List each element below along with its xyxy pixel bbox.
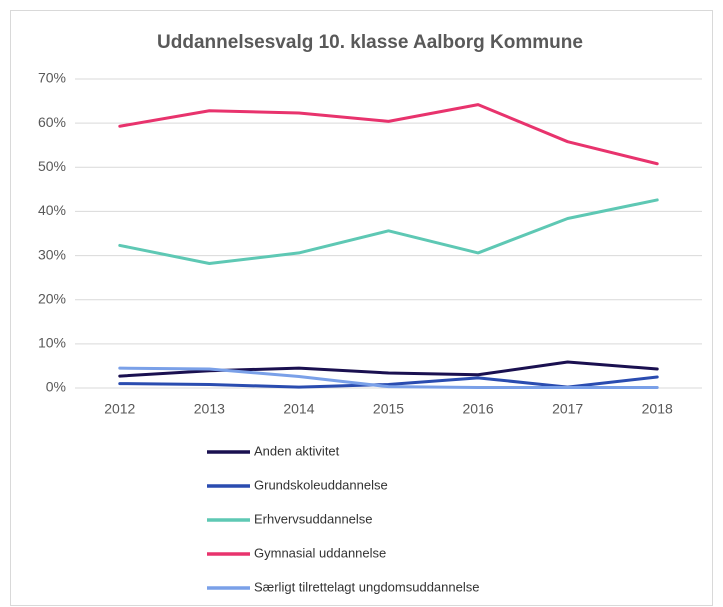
y-tick-label: 30% — [38, 246, 66, 262]
y-tick-label: 40% — [38, 202, 66, 218]
x-tick-label: 2017 — [552, 401, 583, 417]
y-tick-label: 60% — [38, 114, 66, 130]
legend-label: Gymnasial uddannelse — [254, 545, 386, 560]
chart-title: Uddannelsesvalg 10. klasse Aalborg Kommu… — [157, 32, 583, 53]
x-tick-label: 2012 — [104, 401, 135, 417]
series-line — [118, 360, 659, 378]
legend-label: Erhvervsuddannelse — [254, 511, 373, 526]
y-tick-label: 10% — [38, 335, 66, 351]
x-tick-label: 2015 — [373, 401, 404, 417]
y-tick-label: 0% — [46, 379, 66, 395]
x-tick-label: 2014 — [283, 401, 314, 417]
y-tick-label: 70% — [38, 70, 66, 86]
legend-label: Særligt tilrettelagt ungdomsuddannelse — [254, 579, 479, 594]
legend-label: Grundskoleuddannelse — [254, 477, 388, 492]
series-line — [118, 198, 659, 266]
legend-label: Anden aktivitet — [254, 443, 340, 458]
series-line — [118, 366, 659, 390]
chart-frame — [10, 10, 713, 606]
y-tick-label: 50% — [38, 158, 66, 174]
y-tick-label: 20% — [38, 290, 66, 306]
series-line — [118, 103, 659, 166]
x-tick-label: 2018 — [642, 401, 673, 417]
x-tick-label: 2013 — [194, 401, 225, 417]
x-tick-label: 2016 — [462, 401, 493, 417]
